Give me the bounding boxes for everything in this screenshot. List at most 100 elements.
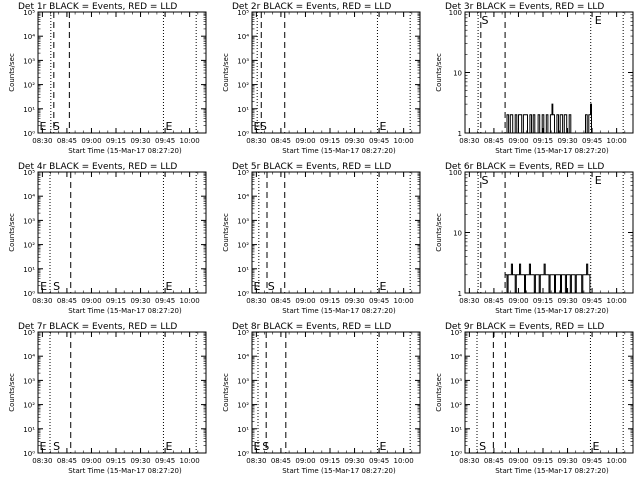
y-tick-label: 1 bbox=[458, 290, 462, 298]
x-tick-label: 09:45 bbox=[369, 297, 389, 305]
x-tick-label: 09:15 bbox=[106, 297, 126, 305]
x-tick-label: 08:45 bbox=[271, 297, 291, 305]
plot-frame bbox=[251, 171, 421, 294]
plot-panel: Det 4r BLACK = Events, RED = LLD Start Ti… bbox=[8, 162, 207, 315]
event-marker-e: E bbox=[254, 440, 261, 453]
y-tick-label: 10¹ bbox=[237, 426, 249, 434]
y-tick-label: 10⁴ bbox=[237, 193, 249, 201]
plot-title: Det 5r BLACK = Events, RED = LLD bbox=[232, 162, 391, 172]
plot-title: Det 9r BLACK = Events, RED = LLD bbox=[445, 322, 604, 332]
x-tick-label: 09:15 bbox=[320, 457, 340, 465]
event-marker-s: S bbox=[53, 440, 60, 453]
y-tick-label: 10² bbox=[237, 402, 249, 410]
y-axis-label: Counts/sec bbox=[8, 373, 16, 412]
event-marker-e: E bbox=[595, 14, 602, 27]
plot-title: Det 7r BLACK = Events, RED = LLD bbox=[18, 322, 177, 332]
y-tick-label: 10² bbox=[23, 82, 35, 90]
y-tick-label: 10¹ bbox=[237, 266, 249, 274]
y-tick-label: 10⁵ bbox=[237, 9, 249, 17]
x-tick-label: 09:45 bbox=[582, 457, 602, 465]
event-marker-e: E bbox=[40, 440, 47, 453]
y-tick-label: 10⁰ bbox=[237, 130, 249, 138]
y-tick-label: 10⁵ bbox=[23, 169, 35, 177]
y-tick-label: 10⁴ bbox=[23, 193, 35, 201]
x-tick-label: 08:45 bbox=[271, 457, 291, 465]
x-tick-label: 09:15 bbox=[533, 457, 553, 465]
x-tick-label: 08:30 bbox=[32, 137, 52, 145]
x-tick-label: 10:00 bbox=[394, 457, 414, 465]
x-tick-label: 09:00 bbox=[295, 297, 315, 305]
y-tick-label: 10⁰ bbox=[237, 450, 249, 458]
x-axis-label: Start Time (15-Mar-17 08:27:20) bbox=[495, 467, 609, 475]
x-tick-label: 09:30 bbox=[344, 137, 364, 145]
x-axis-label: Start Time (15-Mar-17 08:27:20) bbox=[68, 467, 182, 475]
event-marker-e: E bbox=[595, 174, 602, 187]
x-tick-label: 09:45 bbox=[582, 137, 602, 145]
x-tick-label: 09:45 bbox=[155, 457, 175, 465]
x-tick-label: 09:00 bbox=[81, 137, 101, 145]
plot-panel: Det 7r BLACK = Events, RED = LLD Start Ti… bbox=[8, 322, 207, 475]
y-tick-label: 10⁵ bbox=[237, 169, 249, 177]
x-tick-label: 10:00 bbox=[394, 137, 414, 145]
y-tick-label: 10⁴ bbox=[23, 353, 35, 361]
y-tick-label: 100 bbox=[449, 169, 462, 177]
x-tick-label: 08:45 bbox=[484, 137, 504, 145]
x-tick-label: 08:30 bbox=[459, 137, 479, 145]
x-tick-label: 10:00 bbox=[394, 297, 414, 305]
x-tick-label: 08:30 bbox=[459, 297, 479, 305]
y-tick-label: 10³ bbox=[23, 377, 35, 385]
y-tick-label: 10⁵ bbox=[23, 329, 35, 337]
event-marker-s: S bbox=[53, 120, 60, 133]
y-tick-label: 10⁰ bbox=[237, 290, 249, 298]
y-tick-label: 10⁴ bbox=[23, 33, 35, 41]
y-tick-label: 10² bbox=[237, 242, 249, 250]
y-tick-label: 10¹ bbox=[450, 426, 462, 434]
x-tick-label: 10:00 bbox=[180, 457, 200, 465]
y-tick-label: 10⁰ bbox=[23, 130, 35, 138]
y-axis-label: Counts/sec bbox=[222, 53, 230, 92]
x-axis-label: Start Time (15-Mar-17 08:27:20) bbox=[282, 467, 396, 475]
event-marker-e: E bbox=[166, 440, 173, 453]
y-tick-label: 10³ bbox=[237, 57, 249, 65]
event-marker-s: S bbox=[53, 280, 60, 293]
event-marker-s: S bbox=[482, 14, 489, 27]
x-tick-label: 09:00 bbox=[295, 137, 315, 145]
x-tick-label: 09:00 bbox=[508, 297, 528, 305]
event-marker-e: E bbox=[593, 440, 600, 453]
x-tick-label: 09:45 bbox=[155, 297, 175, 305]
x-tick-label: 08:45 bbox=[484, 297, 504, 305]
x-tick-label: 09:15 bbox=[320, 137, 340, 145]
x-tick-label: 09:30 bbox=[557, 297, 577, 305]
y-tick-label: 10⁵ bbox=[450, 329, 462, 337]
x-axis-label: Start Time (15-Mar-17 08:27:20) bbox=[68, 147, 182, 155]
plot-title: Det 6r BLACK = Events, RED = LLD bbox=[445, 162, 604, 172]
y-tick-label: 10² bbox=[23, 402, 35, 410]
x-tick-label: 08:45 bbox=[57, 137, 77, 145]
y-tick-label: 10¹ bbox=[23, 426, 35, 434]
x-tick-label: 08:45 bbox=[484, 457, 504, 465]
event-marker-s: S bbox=[260, 120, 267, 133]
x-tick-label: 09:30 bbox=[344, 297, 364, 305]
x-tick-label: 09:00 bbox=[295, 457, 315, 465]
event-marker-e: E bbox=[40, 120, 47, 133]
y-tick-label: 10¹ bbox=[23, 106, 35, 114]
plot-title: Det 8r BLACK = Events, RED = LLD bbox=[232, 322, 391, 332]
plot-frame bbox=[37, 11, 207, 134]
event-marker-s: S bbox=[482, 174, 489, 187]
x-tick-label: 08:45 bbox=[57, 297, 77, 305]
x-tick-label: 08:30 bbox=[32, 297, 52, 305]
y-tick-label: 10⁴ bbox=[237, 353, 249, 361]
plot-title: Det 2r BLACK = Events, RED = LLD bbox=[232, 2, 391, 12]
x-tick-label: 09:30 bbox=[130, 457, 150, 465]
y-tick-label: 1 bbox=[458, 130, 462, 138]
events-series-line bbox=[505, 263, 591, 294]
y-tick-label: 10³ bbox=[23, 217, 35, 225]
y-tick-label: 10⁰ bbox=[23, 290, 35, 298]
y-axis-label: Counts/sec bbox=[222, 373, 230, 412]
x-tick-label: 08:45 bbox=[271, 137, 291, 145]
y-tick-label: 10⁴ bbox=[450, 353, 462, 361]
y-tick-label: 10³ bbox=[450, 377, 462, 385]
y-tick-label: 10³ bbox=[237, 377, 249, 385]
x-tick-label: 09:15 bbox=[106, 137, 126, 145]
y-tick-label: 10⁵ bbox=[23, 9, 35, 17]
